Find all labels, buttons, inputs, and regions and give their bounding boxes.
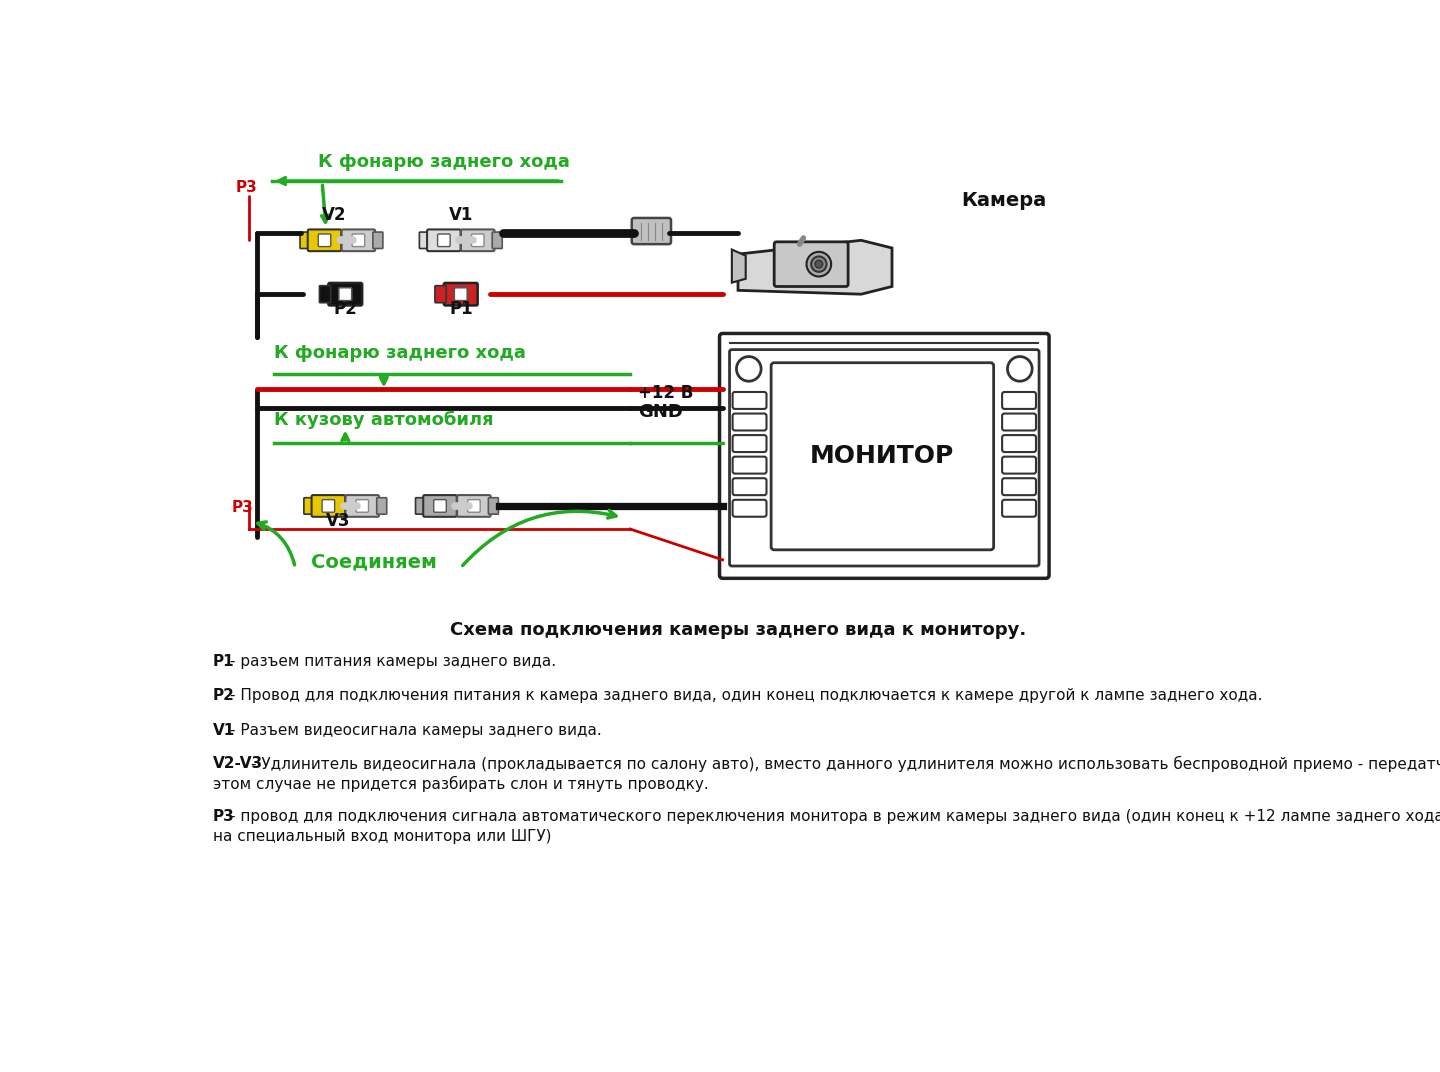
FancyBboxPatch shape	[1002, 500, 1035, 517]
FancyBboxPatch shape	[338, 287, 351, 300]
Circle shape	[806, 252, 831, 277]
Text: V1: V1	[449, 206, 474, 223]
Polygon shape	[739, 240, 891, 294]
Polygon shape	[732, 250, 746, 283]
FancyBboxPatch shape	[454, 287, 467, 300]
Text: К фонарю заднего хода: К фонарю заднего хода	[318, 153, 570, 172]
FancyBboxPatch shape	[320, 285, 331, 302]
Text: +12 В: +12 В	[638, 384, 693, 402]
FancyBboxPatch shape	[471, 234, 484, 247]
Text: GND: GND	[638, 403, 683, 421]
FancyBboxPatch shape	[328, 283, 363, 306]
Text: Соединяем: Соединяем	[311, 552, 436, 571]
FancyBboxPatch shape	[733, 478, 766, 495]
Text: P2: P2	[213, 688, 235, 703]
FancyBboxPatch shape	[304, 497, 314, 515]
Circle shape	[736, 357, 762, 382]
FancyBboxPatch shape	[444, 283, 478, 306]
FancyBboxPatch shape	[356, 500, 369, 512]
FancyBboxPatch shape	[318, 234, 331, 247]
Text: V2: V2	[323, 206, 347, 223]
FancyBboxPatch shape	[733, 500, 766, 517]
Text: V3: V3	[325, 512, 350, 530]
FancyBboxPatch shape	[492, 232, 503, 249]
FancyBboxPatch shape	[456, 495, 491, 517]
FancyBboxPatch shape	[428, 229, 461, 251]
FancyBboxPatch shape	[461, 229, 494, 251]
Circle shape	[815, 260, 822, 268]
FancyBboxPatch shape	[438, 234, 451, 247]
Text: Р3: Р3	[213, 809, 235, 824]
FancyBboxPatch shape	[488, 497, 498, 515]
FancyBboxPatch shape	[733, 457, 766, 474]
FancyBboxPatch shape	[770, 362, 994, 550]
FancyBboxPatch shape	[1002, 414, 1035, 431]
FancyBboxPatch shape	[775, 242, 848, 286]
Text: - Провод для подключения питания к камера заднего вида, один конец подключается : - Провод для подключения питания к камер…	[230, 688, 1263, 703]
FancyBboxPatch shape	[311, 495, 346, 517]
FancyBboxPatch shape	[468, 500, 480, 512]
FancyBboxPatch shape	[730, 349, 1040, 566]
FancyBboxPatch shape	[733, 414, 766, 431]
FancyBboxPatch shape	[373, 232, 383, 249]
FancyBboxPatch shape	[419, 232, 429, 249]
FancyBboxPatch shape	[300, 232, 310, 249]
FancyBboxPatch shape	[1002, 392, 1035, 408]
Circle shape	[1008, 357, 1032, 382]
FancyBboxPatch shape	[433, 500, 446, 512]
FancyBboxPatch shape	[632, 218, 671, 244]
Text: P1: P1	[213, 654, 235, 669]
Text: P3: P3	[236, 180, 258, 195]
FancyBboxPatch shape	[341, 229, 376, 251]
Text: К кузову автомобиля: К кузову автомобиля	[275, 411, 494, 429]
Text: P3: P3	[232, 501, 253, 516]
FancyBboxPatch shape	[346, 495, 379, 517]
Text: V2-V3: V2-V3	[213, 756, 264, 771]
FancyBboxPatch shape	[1002, 478, 1035, 495]
FancyBboxPatch shape	[1002, 435, 1035, 452]
FancyBboxPatch shape	[1002, 457, 1035, 474]
FancyBboxPatch shape	[308, 229, 341, 251]
FancyBboxPatch shape	[733, 392, 766, 408]
Text: К фонарю заднего хода: К фонарю заднего хода	[275, 344, 527, 362]
Text: Схема подключения камеры заднего вида к монитору.: Схема подключения камеры заднего вида к …	[449, 622, 1027, 639]
FancyBboxPatch shape	[323, 500, 334, 512]
Text: V1: V1	[213, 724, 235, 739]
FancyBboxPatch shape	[720, 333, 1050, 578]
Text: - Удлинитель видеосигнала (прокладывается по салону авто), вместо данного удлини: - Удлинитель видеосигнала (прокладываетс…	[251, 756, 1440, 772]
FancyBboxPatch shape	[416, 497, 426, 515]
Text: - разъем питания камеры заднего вида.: - разъем питания камеры заднего вида.	[230, 654, 556, 669]
Circle shape	[811, 256, 827, 272]
Text: МОНИТОР: МОНИТОР	[811, 444, 955, 468]
FancyBboxPatch shape	[733, 435, 766, 452]
Text: P2: P2	[334, 300, 357, 318]
Text: - провод для подключения сигнала автоматического переключения монитора в режим к: - провод для подключения сигнала автомат…	[230, 809, 1440, 824]
Text: - Разъем видеосигнала камеры заднего вида.: - Разъем видеосигнала камеры заднего вид…	[230, 724, 602, 739]
Text: P1: P1	[449, 300, 472, 318]
FancyBboxPatch shape	[353, 234, 364, 247]
FancyBboxPatch shape	[377, 497, 387, 515]
FancyBboxPatch shape	[423, 495, 456, 517]
Text: на специальный вход монитора или ШГУ): на специальный вход монитора или ШГУ)	[213, 829, 552, 844]
Text: этом случае не придется разбирать слон и тянуть проводку.: этом случае не придется разбирать слон и…	[213, 775, 708, 791]
FancyBboxPatch shape	[435, 285, 446, 302]
Text: Камера: Камера	[962, 191, 1047, 210]
